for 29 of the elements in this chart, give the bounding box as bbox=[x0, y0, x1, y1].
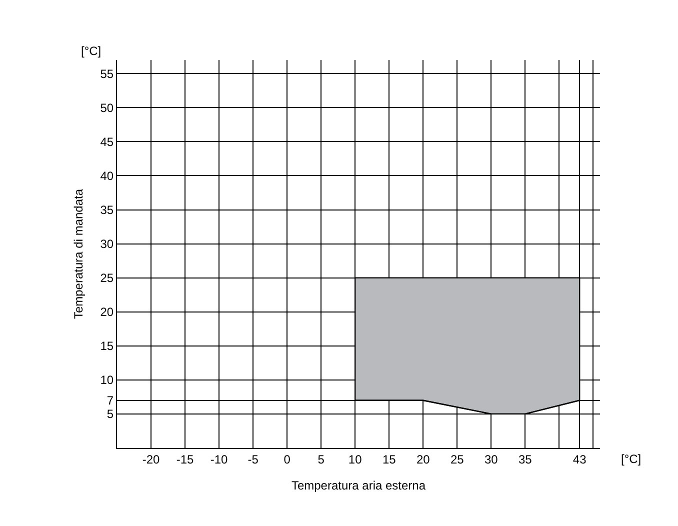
y-tick-label: 35 bbox=[100, 202, 114, 217]
x-tick-label: -10 bbox=[210, 452, 228, 466]
y-tick-label: 20 bbox=[100, 305, 114, 320]
text: [°C] bbox=[621, 452, 642, 466]
x-tick-label: 30 bbox=[484, 452, 498, 466]
x-axis-title: Temperatura aria esterna bbox=[291, 478, 426, 492]
x-tick-label: 10 bbox=[348, 452, 362, 466]
text: [°C] bbox=[81, 44, 102, 58]
y-tick-label: 45 bbox=[100, 134, 114, 149]
x-tick-label: 43 bbox=[572, 452, 587, 466]
y-tick-label: 10 bbox=[100, 373, 114, 388]
y-tick-label: 30 bbox=[100, 236, 114, 251]
x-tick-label: 0 bbox=[284, 452, 291, 466]
x-tick-label: 25 bbox=[450, 452, 464, 466]
y-tick-label: 40 bbox=[100, 168, 114, 183]
x-tick-label: 20 bbox=[416, 452, 430, 466]
x-tick-label: 5 bbox=[318, 452, 325, 466]
y-tick-label: 7 bbox=[106, 394, 114, 408]
y-tick-label: 55 bbox=[100, 66, 114, 81]
y-tick-label: 50 bbox=[100, 100, 114, 115]
y-axis-title: Temperatura di mandata bbox=[72, 188, 86, 320]
x-tick-label: -5 bbox=[248, 452, 259, 466]
x-tick-label: 15 bbox=[382, 452, 396, 466]
y-tick-label: 5 bbox=[106, 407, 114, 422]
x-tick-label: -15 bbox=[176, 452, 194, 466]
x-tick-label: -20 bbox=[142, 452, 160, 466]
x-tick-label: 35 bbox=[518, 452, 532, 466]
y-tick-label: 25 bbox=[100, 271, 114, 286]
y-tick-label: 15 bbox=[100, 339, 114, 354]
